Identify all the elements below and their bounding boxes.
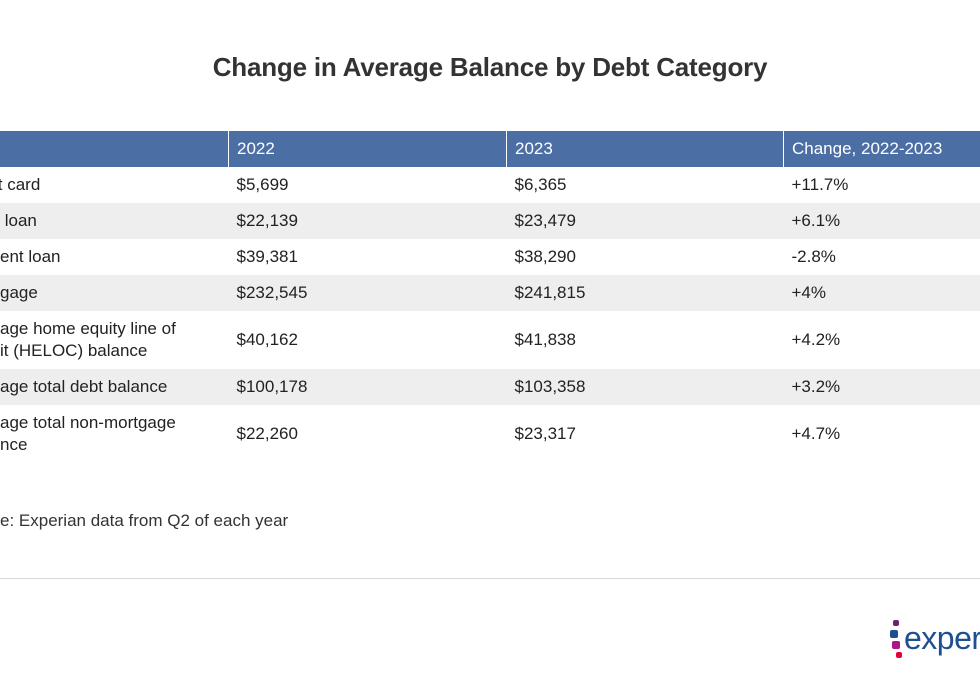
category-label-line-2: it (HELOC) balance xyxy=(0,341,148,360)
value-2022-cell: $39,381 xyxy=(228,239,507,275)
change-cell: +11.7% xyxy=(783,167,980,203)
category-label: it card xyxy=(0,175,41,194)
table-row: gage $232,545 $241,815 +4% xyxy=(0,275,980,311)
value-2022-cell: $22,260 xyxy=(228,405,507,463)
category-label: ent loan xyxy=(0,247,61,266)
experian-logo: experi xyxy=(890,618,980,662)
logo-wordmark: experi xyxy=(904,620,980,656)
category-label-line-1: age home equity line of xyxy=(0,319,176,338)
header-2023: 2023 xyxy=(506,131,784,167)
change-cell: +6.1% xyxy=(783,203,980,239)
value-2023-cell: $6,365 xyxy=(506,167,784,203)
header-category xyxy=(0,131,229,167)
category-label: loan xyxy=(0,211,37,230)
logo-dot-icon xyxy=(892,641,900,649)
value-2023-cell: $23,317 xyxy=(506,405,784,463)
category-label: gage xyxy=(0,283,38,302)
table-row: loan $22,139 $23,479 +6.1% xyxy=(0,203,980,239)
category-cell: loan xyxy=(0,203,229,239)
table-row: age home equity line of it (HELOC) balan… xyxy=(0,311,980,369)
value-2023-cell: $103,358 xyxy=(506,369,784,405)
footer-divider xyxy=(0,578,980,579)
value-2022-cell: $232,545 xyxy=(228,275,507,311)
logo-dot-icon xyxy=(896,652,902,658)
category-cell: age total non-mortgage nce xyxy=(0,405,229,463)
value-2023-cell: $41,838 xyxy=(506,311,784,369)
change-cell: +4.7% xyxy=(783,405,980,463)
change-cell: +3.2% xyxy=(783,369,980,405)
value-2022-cell: $22,139 xyxy=(228,203,507,239)
category-label: age total debt balance xyxy=(0,377,168,396)
change-cell: -2.8% xyxy=(783,239,980,275)
category-label-line-2: nce xyxy=(0,435,28,454)
change-cell: +4.2% xyxy=(783,311,980,369)
value-2023-cell: $23,479 xyxy=(506,203,784,239)
table-row: age total debt balance $100,178 $103,358… xyxy=(0,369,980,405)
table-row: it card $5,699 $6,365 +11.7% xyxy=(0,167,980,203)
logo-dot-icon xyxy=(890,630,898,638)
value-2022-cell: $100,178 xyxy=(228,369,507,405)
header-2022: 2022 xyxy=(228,131,507,167)
change-cell: +4% xyxy=(783,275,980,311)
table-header-row: 2022 2023 Change, 2022-2023 xyxy=(0,131,980,167)
value-2023-cell: $241,815 xyxy=(506,275,784,311)
source-note: e: Experian data from Q2 of each year xyxy=(0,511,289,530)
logo-dot-icon xyxy=(893,620,899,626)
category-cell: age home equity line of it (HELOC) balan… xyxy=(0,311,229,369)
header-change: Change, 2022-2023 xyxy=(783,131,980,167)
chart-title: Change in Average Balance by Debt Catego… xyxy=(212,52,768,82)
table-row: ent loan $39,381 $38,290 -2.8% xyxy=(0,239,980,275)
debt-balance-table: 2022 2023 Change, 2022-2023 it card $5,6… xyxy=(0,131,980,463)
category-label-line-1: age total non-mortgage xyxy=(0,413,176,432)
table-row: age total non-mortgage nce $22,260 $23,3… xyxy=(0,405,980,463)
value-2023-cell: $38,290 xyxy=(506,239,784,275)
category-cell: it card xyxy=(0,167,229,203)
category-cell: ent loan xyxy=(0,239,229,275)
category-cell: gage xyxy=(0,275,229,311)
category-cell: age total debt balance xyxy=(0,369,229,405)
value-2022-cell: $5,699 xyxy=(228,167,507,203)
value-2022-cell: $40,162 xyxy=(228,311,507,369)
